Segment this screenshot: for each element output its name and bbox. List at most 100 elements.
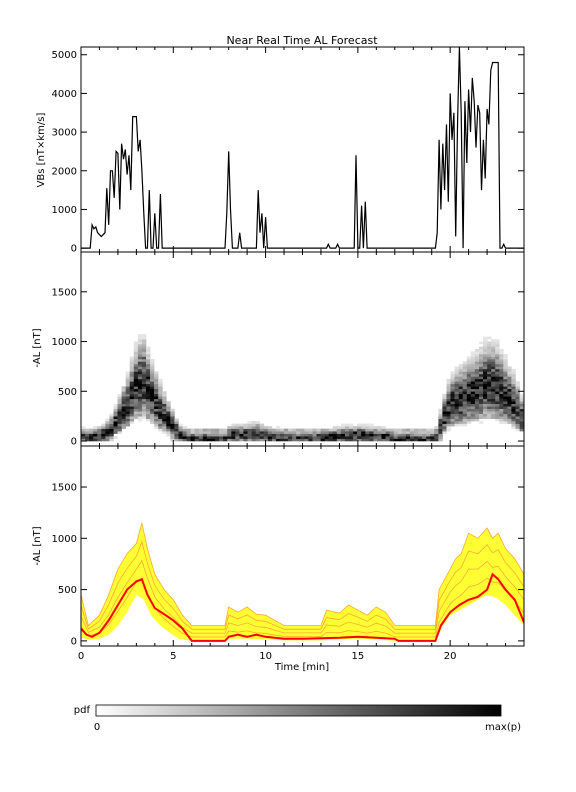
heatmap-cell <box>511 373 516 377</box>
heatmap-cell <box>483 398 488 402</box>
heatmap-cell <box>133 376 139 380</box>
heatmap-cell <box>438 426 443 429</box>
heatmap-cell <box>389 433 394 437</box>
heatmap-cell <box>507 391 512 395</box>
heatmap-cell <box>308 428 313 432</box>
heatmap-cell <box>503 363 508 367</box>
heatmap-cell <box>170 408 175 412</box>
heatmap-cell <box>491 391 496 395</box>
heatmap-cell <box>495 373 500 377</box>
heatmap-cell <box>324 438 330 442</box>
heatmap-cell <box>458 368 464 372</box>
heatmap-cell <box>101 438 106 442</box>
heatmap-cell <box>495 416 500 419</box>
pdf-heatmap-panel: 0 500 1000 1500 -AL [nT] <box>32 287 524 448</box>
heatmap-cell <box>113 431 118 434</box>
heatmap-cell <box>466 421 472 424</box>
heatmap-cell <box>369 431 374 434</box>
heatmap-cell <box>466 378 472 382</box>
heatmap-cell <box>340 436 346 439</box>
forecast-panel-frame <box>80 445 525 647</box>
heatmap-cell <box>137 413 143 417</box>
heatmap-cell <box>89 436 94 439</box>
heatmap-cell <box>414 436 419 439</box>
heatmap-cell <box>353 426 358 429</box>
heatmap-cell <box>125 386 131 390</box>
heatmap-cell <box>507 403 512 407</box>
heatmap-cell <box>474 408 480 412</box>
heatmap-cell <box>255 426 260 429</box>
x-tick-label: 0 <box>78 651 84 662</box>
heatmap-cell <box>328 433 334 437</box>
heatmap-cell <box>125 418 131 422</box>
heatmap-cell <box>393 433 399 437</box>
heatmap-cell <box>470 381 476 385</box>
heatmap-cell <box>519 398 524 402</box>
heatmap-cell <box>442 413 447 417</box>
heatmap-cell <box>491 376 496 380</box>
heatmap-cell <box>280 436 285 439</box>
heatmap-cell <box>454 396 459 400</box>
heatmap-cell <box>300 431 305 434</box>
heatmap-cell <box>503 406 508 409</box>
heatmap-cell <box>483 373 488 377</box>
heatmap-cell <box>158 391 163 395</box>
heatmap-cell <box>113 411 118 414</box>
heatmap-cell <box>373 428 378 432</box>
heatmap-cell <box>271 431 277 434</box>
heatmap-cell <box>182 431 187 434</box>
heatmap-cell <box>434 431 439 434</box>
heatmap-cell <box>381 431 386 434</box>
heatmap-cell <box>515 381 520 385</box>
heatmap-cell <box>227 428 232 432</box>
heatmap-cell <box>491 341 496 345</box>
heatmap-cell <box>247 428 252 432</box>
heatmap-cell <box>503 393 508 397</box>
heatmap-cell <box>158 398 163 402</box>
heatmap-cell <box>296 433 301 437</box>
heatmap-cell <box>365 426 370 429</box>
heatmap-cell <box>340 423 346 427</box>
heatmap-cell <box>479 363 484 367</box>
heatmap-cell <box>154 403 159 407</box>
heatmap-cell <box>166 428 171 432</box>
heatmap-cell <box>129 406 135 409</box>
heatmap-cell <box>454 371 459 375</box>
heatmap-cell <box>150 378 155 382</box>
heatmap-cell <box>202 438 208 442</box>
heatmap-cell <box>438 436 443 439</box>
heatmap-cell <box>499 408 504 412</box>
heatmap-cell <box>503 376 508 380</box>
heatmap-cell <box>511 386 516 390</box>
heatmap-cell <box>438 418 443 422</box>
heatmap-cell <box>158 406 163 409</box>
heatmap-cell <box>479 351 484 355</box>
heatmap-cell <box>227 431 232 434</box>
heatmap-cell <box>170 428 175 432</box>
heatmap-cell <box>495 406 500 409</box>
heatmap-cell <box>442 401 447 404</box>
heatmap-cell <box>133 346 139 350</box>
heatmap-cell <box>150 408 155 412</box>
heatmap-cell <box>133 368 139 372</box>
heatmap-cell <box>133 411 139 414</box>
heatmap-cell <box>458 363 464 367</box>
heatmap-cell <box>137 383 143 387</box>
heatmap-cell <box>483 336 488 340</box>
heatmap-cell <box>259 426 265 429</box>
heatmap-cell <box>466 388 472 392</box>
heatmap-cell <box>499 349 504 352</box>
heatmap-cell <box>125 371 131 375</box>
heatmap-cell <box>125 421 131 424</box>
heatmap-cell <box>487 376 492 380</box>
heatmap-cell <box>137 398 143 402</box>
heatmap-cell <box>503 416 508 419</box>
heatmap-cell <box>495 339 500 342</box>
heatmap-cell <box>190 436 195 439</box>
heatmap-cell <box>442 423 447 427</box>
heatmap-cell <box>515 403 520 407</box>
heatmap-cell <box>450 386 455 390</box>
heatmap-cell <box>292 436 297 439</box>
heatmap-cell <box>474 401 480 404</box>
heatmap-cell <box>483 368 488 372</box>
